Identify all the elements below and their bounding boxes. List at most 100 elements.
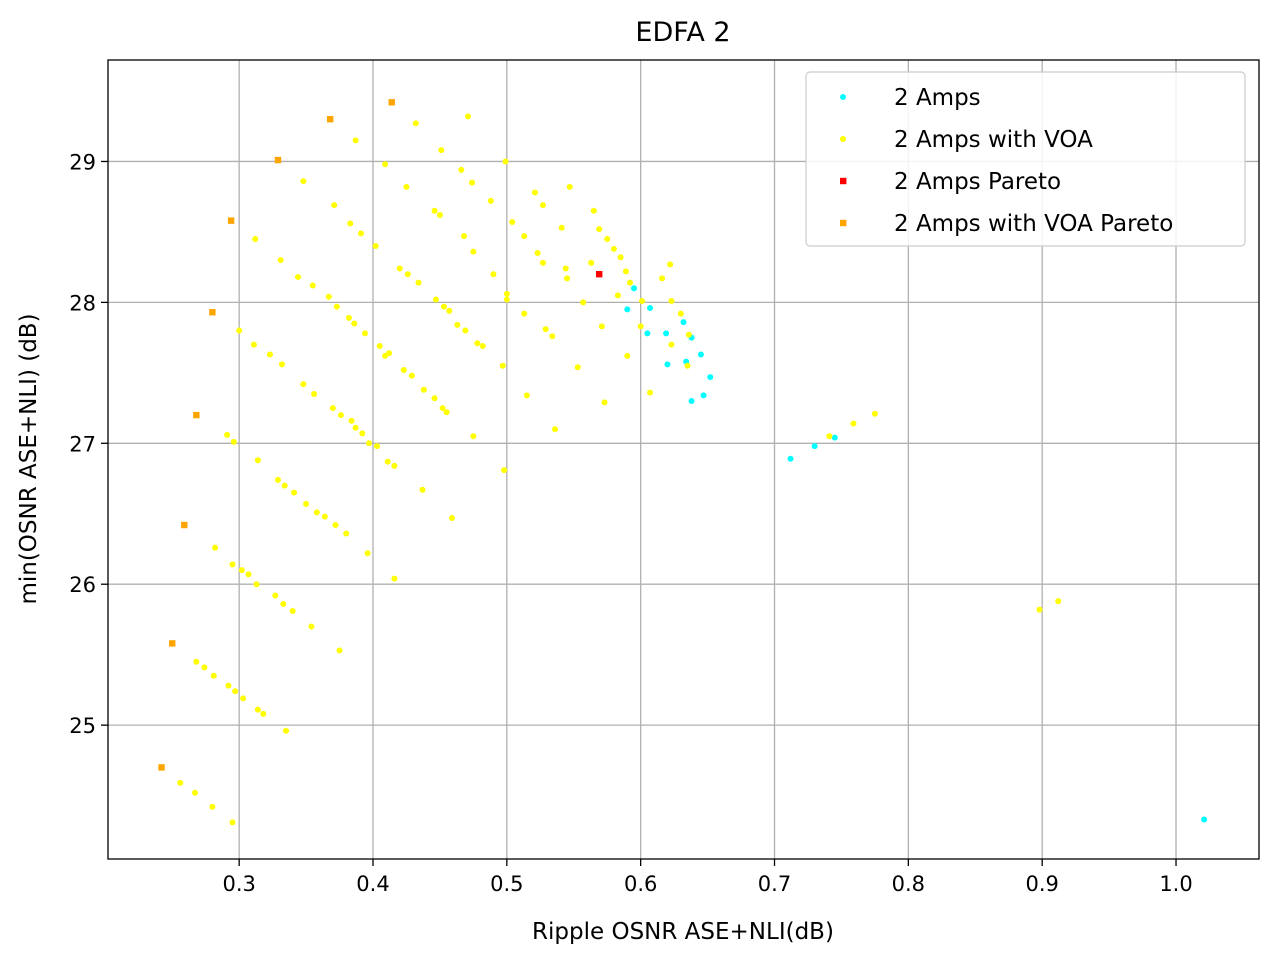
data-point: [224, 431, 231, 438]
data-point: [337, 412, 344, 419]
data-point: [677, 310, 684, 317]
data-point: [177, 779, 184, 786]
data-point: [403, 183, 410, 190]
data-point: [697, 351, 704, 358]
data-point: [462, 327, 469, 334]
data-point: [562, 265, 569, 272]
data-point: [254, 457, 261, 464]
data-point: [432, 296, 439, 303]
x-axis-label: Ripple OSNR ASE+NLI(dB): [532, 919, 834, 945]
legend-marker: [840, 94, 846, 100]
data-point: [240, 695, 247, 702]
data-point: [680, 319, 687, 326]
data-point: [436, 212, 443, 219]
data-point: [871, 410, 878, 417]
data-point: [303, 500, 310, 507]
data-point: [191, 789, 198, 796]
data-point: [352, 424, 359, 431]
data-point: [331, 202, 338, 209]
data-point: [326, 115, 334, 123]
data-point: [787, 455, 794, 462]
data-point: [388, 99, 395, 106]
data-point: [502, 158, 509, 165]
data-point: [588, 259, 595, 266]
y-tick-label: 25: [69, 714, 96, 738]
data-point: [412, 120, 419, 127]
data-point: [415, 279, 422, 286]
data-point: [289, 607, 296, 614]
data-point: [300, 381, 307, 388]
y-tick-label: 27: [69, 432, 96, 456]
data-point: [831, 434, 838, 441]
data-point: [280, 600, 287, 607]
data-point: [566, 183, 573, 190]
data-point: [850, 420, 857, 427]
x-tick-label: 0.4: [356, 872, 389, 896]
data-point: [321, 513, 328, 520]
data-point: [469, 179, 476, 186]
data-point: [624, 352, 631, 359]
data-point: [474, 340, 481, 347]
data-point: [521, 310, 528, 317]
data-point: [438, 147, 445, 154]
legend: 2 Amps 2 Amps with VOA 2 Amps Pareto 2 Amps…: [805, 71, 1246, 247]
data-point: [558, 224, 565, 231]
data-point: [352, 137, 359, 144]
data-point: [487, 197, 494, 204]
data-point: [348, 417, 355, 424]
data-point: [470, 433, 477, 440]
data-point: [227, 217, 235, 224]
data-point: [446, 307, 453, 314]
data-point: [278, 361, 285, 368]
data-point: [396, 265, 403, 272]
data-point: [458, 166, 465, 173]
y-tick-label: 26: [69, 573, 96, 597]
legend-marker: [840, 219, 847, 227]
data-point: [158, 764, 165, 771]
data-point: [590, 207, 597, 214]
data-point: [229, 561, 236, 568]
data-point: [826, 433, 833, 440]
data-point: [626, 279, 633, 286]
data-point: [283, 727, 290, 734]
data-point: [376, 343, 383, 350]
data-point: [700, 392, 707, 399]
data-point: [236, 327, 243, 334]
data-point: [420, 386, 427, 393]
data-point: [357, 230, 364, 237]
data-point: [564, 275, 571, 282]
data-point: [811, 443, 818, 450]
data-point: [431, 395, 438, 402]
data-point: [644, 330, 651, 337]
data-point: [391, 462, 398, 469]
y-axis-label: min(OSNR ASE+NLI) (dB): [16, 313, 42, 604]
data-point: [345, 314, 352, 321]
data-point: [1036, 606, 1043, 613]
data-point: [448, 514, 455, 521]
legend-label: 2 Amps: [894, 85, 981, 111]
data-point: [501, 467, 508, 474]
data-point: [663, 330, 670, 337]
x-tick-label: 0.5: [490, 872, 523, 896]
data-point: [308, 623, 315, 630]
data-point: [400, 367, 407, 374]
y-axis-ticks: 25 26 27 28 29: [69, 150, 108, 738]
data-point: [309, 282, 316, 289]
data-point: [596, 226, 603, 233]
data-point: [637, 323, 644, 330]
data-point: [443, 409, 450, 416]
data-point: [624, 306, 631, 313]
x-tick-label: 0.7: [758, 872, 791, 896]
data-point: [209, 309, 216, 316]
legend-label: 2 Amps with VOA: [894, 127, 1093, 153]
x-tick-label: 0.6: [624, 872, 657, 896]
data-point: [245, 571, 252, 578]
data-point: [329, 405, 336, 412]
data-point: [372, 243, 379, 250]
data-point: [667, 261, 674, 268]
data-point: [364, 550, 371, 557]
data-point: [252, 235, 259, 242]
data-point: [439, 405, 446, 412]
data-point: [313, 509, 320, 516]
data-point: [549, 333, 556, 340]
